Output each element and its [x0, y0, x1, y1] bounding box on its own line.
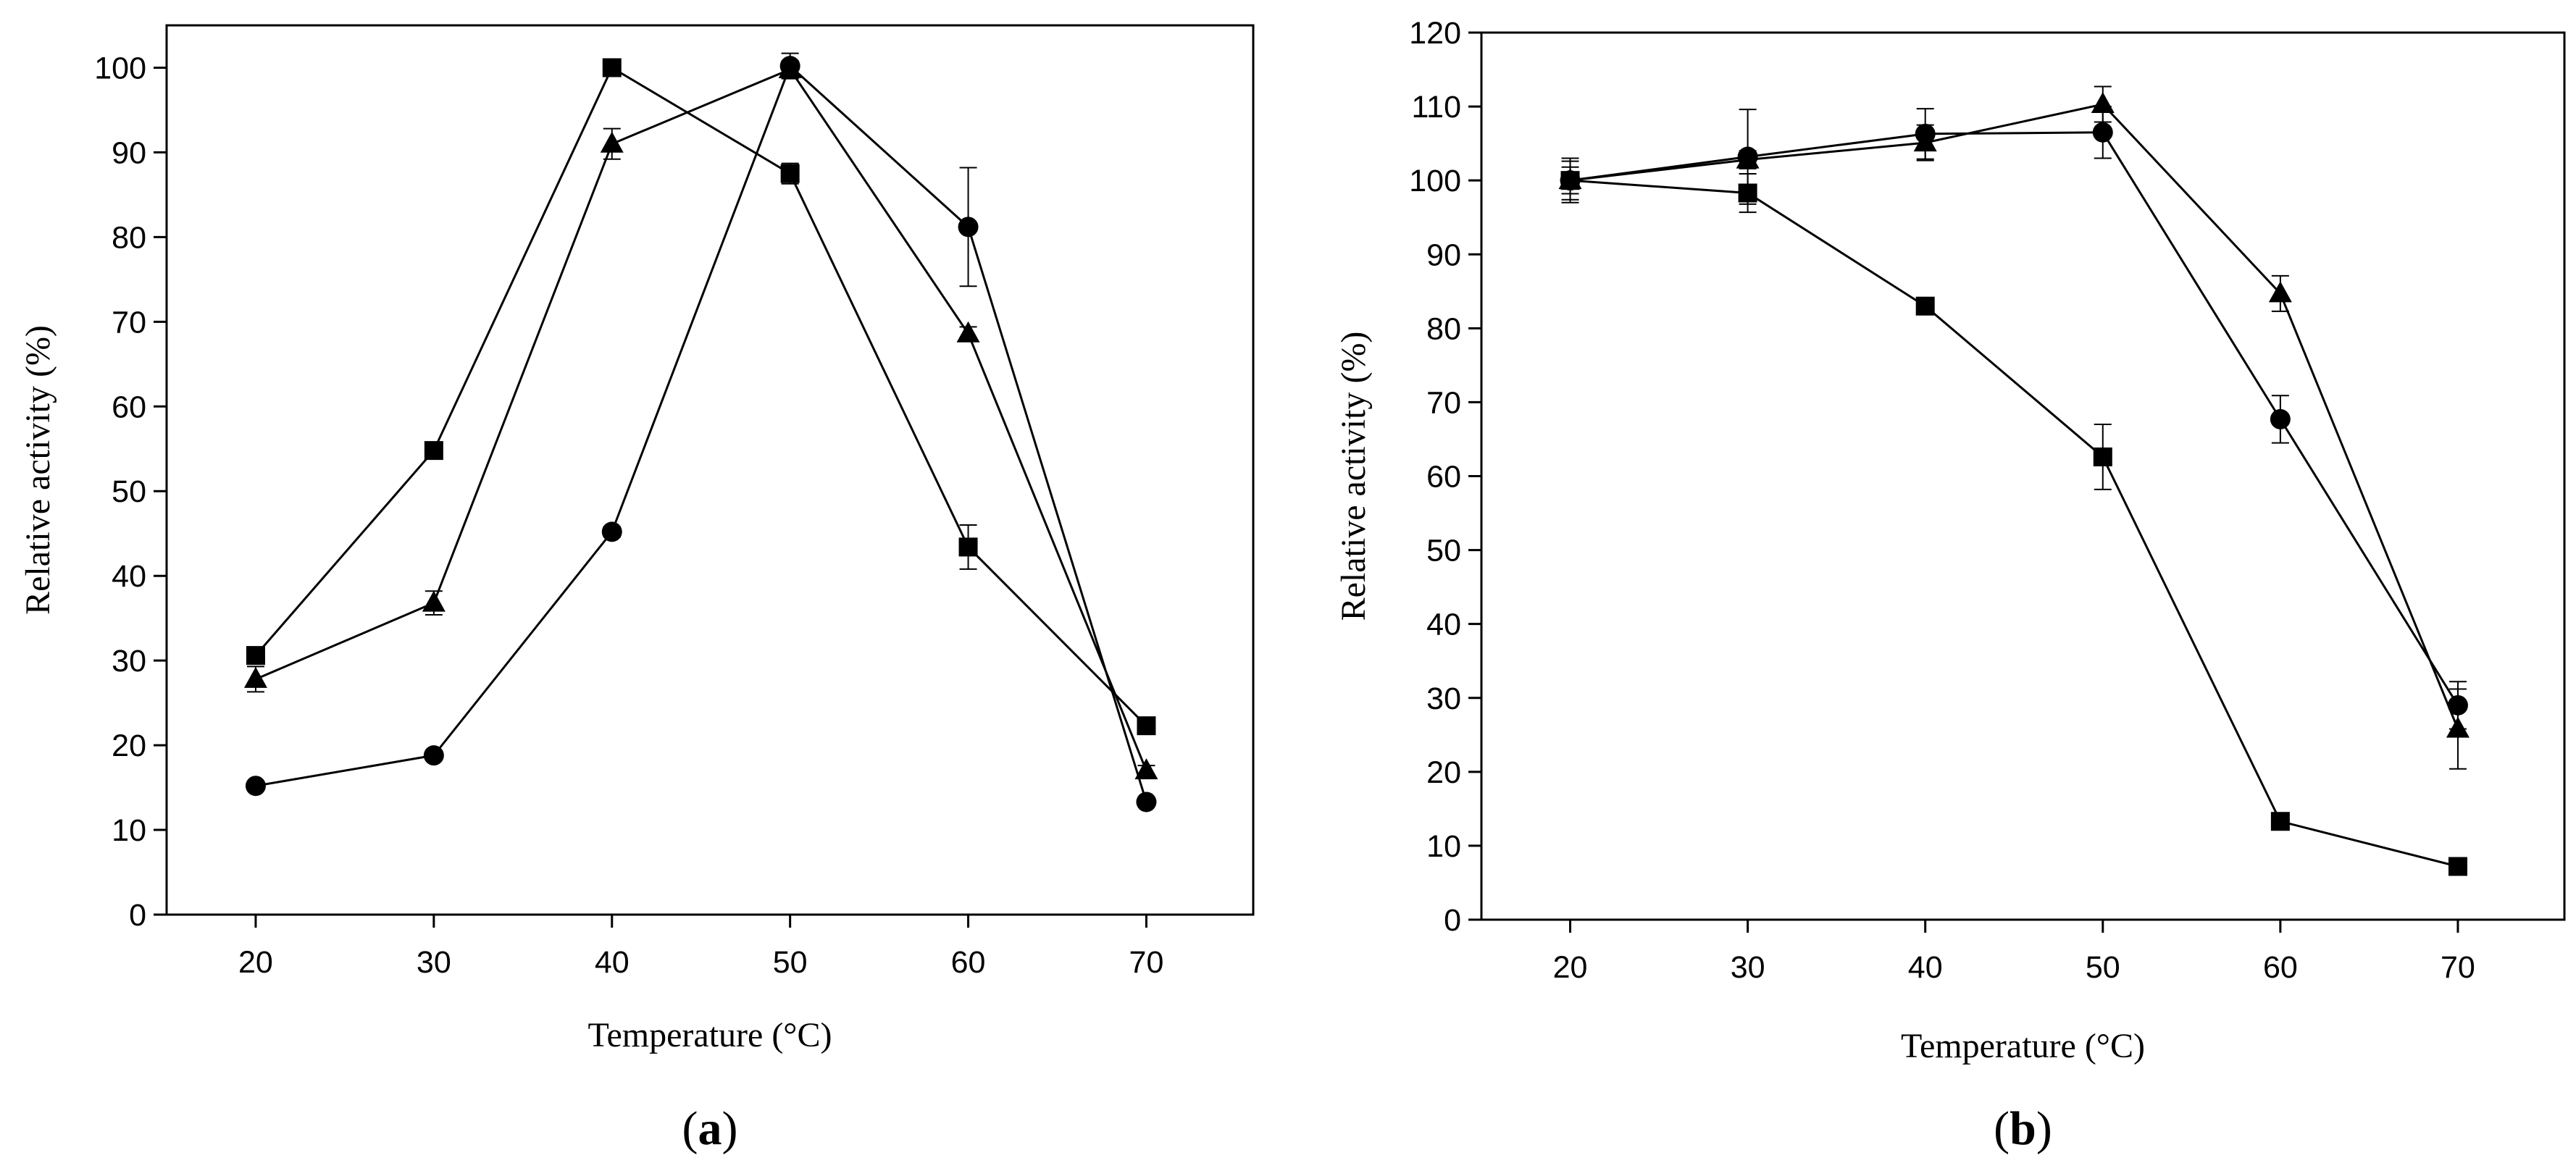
data-point-triangle	[600, 131, 624, 153]
y-tick-label: 10	[1426, 829, 1461, 864]
panel-label: (b)	[1994, 1102, 2052, 1155]
series-line-square	[1570, 179, 2459, 868]
y-axis-title: Relative activity (%)	[1334, 332, 1373, 621]
data-point-triangle	[2091, 92, 2115, 114]
data-point-triangle	[956, 321, 980, 343]
x-tick-label: 70	[1129, 945, 1164, 980]
data-point-square	[2448, 857, 2467, 876]
x-tick-label: 50	[773, 945, 808, 980]
data-point-square	[424, 441, 443, 461]
y-tick-label: 10	[112, 813, 146, 848]
series-circle	[1560, 106, 2468, 730]
series-line-circle	[1570, 131, 2459, 706]
x-axis-title: Temperature (°C)	[587, 1016, 832, 1054]
data-point-circle	[779, 56, 800, 77]
plot-frame	[165, 24, 1255, 916]
x-axis-title: Temperature (°C)	[1901, 1027, 2145, 1065]
y-tick-label: 0	[1444, 903, 1461, 938]
series-square	[1560, 157, 2467, 876]
y-tick-label: 20	[1426, 755, 1461, 790]
data-point-circle	[2092, 122, 2113, 143]
data-point-square	[246, 646, 265, 666]
data-point-triangle	[422, 590, 446, 612]
data-point-triangle	[1134, 758, 1158, 780]
series-line-triangle	[255, 67, 1147, 771]
y-tick-label: 100	[1409, 164, 1461, 198]
data-point-circle	[2270, 408, 2291, 429]
x-tick-label: 20	[1553, 950, 1588, 985]
x-tick-label: 40	[1908, 950, 1943, 985]
y-tick-label: 50	[1426, 534, 1461, 568]
data-point-square	[780, 164, 800, 183]
data-point-square	[958, 537, 978, 557]
y-tick-label: 80	[1426, 311, 1461, 346]
data-point-circle	[2447, 694, 2468, 715]
y-tick-label: 50	[112, 474, 146, 509]
y-tick-label: 90	[112, 135, 146, 170]
data-point-circle	[1737, 146, 1758, 167]
x-tick-label: 20	[238, 945, 273, 980]
data-point-square	[602, 58, 622, 77]
series-triangle	[243, 56, 1158, 780]
data-point-circle	[1915, 123, 1936, 144]
data-point-triangle	[2268, 281, 2292, 303]
y-tick-label: 40	[112, 559, 146, 594]
x-tick-label: 40	[595, 945, 630, 980]
y-axis-title: Relative activity (%)	[19, 325, 57, 615]
data-point-triangle	[243, 666, 267, 688]
y-tick-label: 20	[112, 729, 146, 763]
y-tick-label: 120	[1409, 16, 1461, 51]
series-line-triangle	[1570, 103, 2459, 730]
y-tick-label: 30	[112, 644, 146, 679]
data-point-circle	[423, 745, 444, 766]
series-circle	[245, 52, 1157, 813]
chart-panel-b: 0 10 20 30 40 50 60 70 80 90 100 110 120 20 30 40 50 60 70…	[1334, 16, 2566, 1155]
y-tick-label: 90	[1426, 238, 1461, 272]
x-tick-label: 60	[951, 945, 986, 980]
y-tick-label: 110	[1411, 90, 1461, 125]
y-tick-label: 40	[1426, 608, 1461, 642]
x-tick-label: 30	[417, 945, 451, 980]
x-tick-label: 50	[2086, 950, 2120, 985]
series-line-circle	[255, 64, 1147, 802]
x-tick-label: 60	[2263, 950, 2298, 985]
y-tick-label: 30	[1426, 681, 1461, 716]
data-point-circle	[958, 217, 979, 238]
y-tick-label: 80	[112, 220, 146, 255]
panel-label: (a)	[682, 1102, 738, 1155]
data-point-circle	[1560, 170, 1581, 191]
y-tick-label: 70	[1426, 385, 1461, 420]
x-tick-label: 30	[1731, 950, 1765, 985]
data-point-square	[1137, 716, 1156, 736]
y-tick-label: 70	[112, 305, 146, 340]
y-tick-label: 60	[1426, 460, 1461, 495]
chart-panel-a: 0 10 20 30 40 50 60 70 80 90 100 20 30 40 50 60 70 Temper…	[19, 24, 1255, 1155]
data-point-square	[1915, 296, 1935, 316]
series-line-square	[254, 66, 1147, 727]
data-point-circle	[245, 776, 266, 797]
x-tick-label: 70	[2441, 950, 2475, 985]
data-point-square	[2093, 447, 2112, 466]
y-tick-label: 60	[112, 390, 146, 424]
y-tick-label: 0	[129, 898, 146, 933]
data-point-circle	[1136, 792, 1157, 813]
plot-frame	[1480, 31, 2566, 921]
data-point-circle	[601, 521, 622, 542]
data-point-square	[2270, 812, 2290, 831]
series-square	[246, 58, 1156, 736]
y-tick-label: 100	[94, 51, 146, 85]
